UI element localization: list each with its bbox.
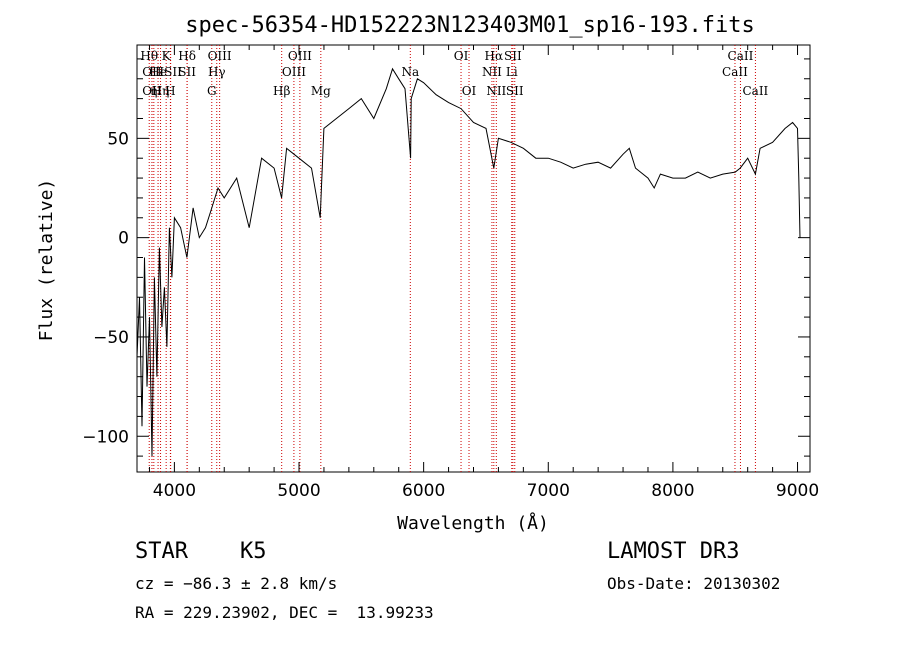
line-label: OII bbox=[142, 65, 162, 79]
line-label: η bbox=[150, 84, 157, 98]
line-label: Li bbox=[506, 65, 518, 79]
line-label: Hγ bbox=[208, 65, 226, 79]
x-tick-label: 9000 bbox=[776, 481, 819, 501]
line-label: OI bbox=[462, 84, 477, 98]
plot-frame bbox=[136, 44, 811, 473]
line-label: Hβ bbox=[273, 84, 290, 98]
line-label: K bbox=[162, 49, 172, 63]
line-label: NII bbox=[486, 84, 506, 98]
line-label: SII bbox=[178, 65, 196, 79]
redshift-text: cz = −86.3 ± 2.8 km/s bbox=[135, 574, 338, 593]
object-subclass: K5 bbox=[240, 539, 267, 564]
line-label: Hα bbox=[485, 49, 504, 63]
x-axis-ticks: 4000 5000 6000 7000 8000 9000 bbox=[148, 45, 819, 501]
line-label: CaII bbox=[728, 49, 754, 63]
line-label: SII bbox=[506, 84, 524, 98]
spectral-line-markers bbox=[148, 45, 756, 472]
coordinates-text: RA = 229.23902, DEC = 13.99233 bbox=[135, 603, 434, 622]
spectral-line-labels: HθOIIOIIηHeHηKHISIIHδSIIGHγOIIIHβOIIIOII… bbox=[140, 49, 768, 98]
line-label: CaII bbox=[722, 65, 748, 79]
line-label: Hθ bbox=[140, 49, 158, 63]
line-label: CaII bbox=[742, 84, 768, 98]
line-label: H bbox=[165, 84, 175, 98]
flux-series-line bbox=[136, 67, 801, 457]
x-axis-label: Wavelength (Å) bbox=[397, 512, 549, 534]
y-axis-label: Flux (relative) bbox=[36, 179, 57, 342]
x-tick-label: 6000 bbox=[402, 481, 445, 501]
line-label: Hδ bbox=[178, 49, 196, 63]
y-tick-label: 0 bbox=[118, 229, 129, 249]
x-tick-label: 8000 bbox=[651, 481, 694, 501]
y-tick-label: 50 bbox=[107, 129, 129, 149]
x-tick-label: 5000 bbox=[277, 481, 320, 501]
line-label: OIII bbox=[208, 49, 232, 63]
line-label: He bbox=[149, 65, 167, 79]
object-class: STAR bbox=[135, 539, 188, 564]
x-tick-label: 7000 bbox=[527, 481, 570, 501]
y-tick-label: −100 bbox=[82, 427, 129, 447]
line-label: Hη bbox=[152, 84, 170, 98]
line-label: SII bbox=[504, 49, 522, 63]
chart-title: spec-56354-HD152223N123403M01_sp16-193.f… bbox=[185, 13, 755, 38]
line-label: G bbox=[207, 84, 217, 98]
line-label: NII bbox=[482, 65, 502, 79]
line-label: Mg bbox=[311, 84, 331, 98]
line-label: Na bbox=[401, 65, 419, 79]
obs-date-text: Obs-Date: 20130302 bbox=[607, 574, 781, 593]
line-label: OI bbox=[454, 49, 469, 63]
line-label: ISII bbox=[159, 65, 182, 79]
line-label: OIII bbox=[288, 49, 312, 63]
y-axis-ticks: −100 −50 0 50 bbox=[82, 58, 810, 457]
y-tick-label: −50 bbox=[93, 328, 129, 348]
line-label: OIII bbox=[282, 65, 306, 79]
survey-name: LAMOST DR3 bbox=[607, 539, 740, 564]
line-label: OII bbox=[142, 84, 162, 98]
x-tick-label: 4000 bbox=[153, 481, 196, 501]
